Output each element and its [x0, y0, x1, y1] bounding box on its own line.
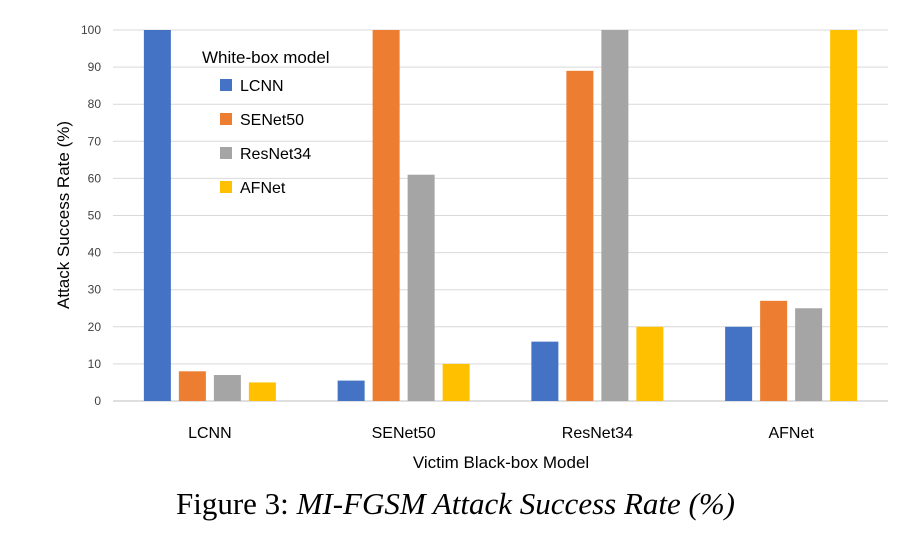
y-tick-label: 90 — [88, 60, 102, 74]
bar-lcnn-senet50 — [337, 380, 365, 401]
bar-senet50-afnet — [760, 300, 788, 401]
legend-label-afnet: AFNet — [240, 180, 286, 197]
bars — [143, 30, 858, 401]
caption-prefix: Figure 3: — [176, 486, 289, 521]
y-tick-label: 70 — [88, 134, 102, 148]
legend-label-lcnn: LCNN — [240, 78, 284, 95]
bar-afnet-senet50 — [442, 363, 470, 401]
y-tick-label: 10 — [88, 357, 102, 371]
y-axis-title: Attack Success Rate (%) — [54, 121, 73, 309]
y-tick-label: 30 — [88, 283, 102, 297]
bar-chart: 0 10 20 30 40 50 60 70 80 90 100 LCNN SENet50 ResNet… — [54, 23, 888, 472]
bar-senet50-resnet34 — [566, 70, 594, 401]
chart-container: 0 10 20 30 40 50 60 70 80 90 100 LCNN SENet50 ResNet… — [54, 23, 888, 472]
bar-afnet-resnet34 — [636, 326, 664, 401]
legend-swatch-resnet34 — [220, 147, 232, 159]
x-category-label: SENet50 — [372, 425, 436, 442]
legend-label-resnet34: ResNet34 — [240, 146, 311, 163]
x-category-labels: LCNN SENet50 ResNet34 AFNet — [188, 425, 814, 442]
y-tick-label: 100 — [81, 23, 101, 37]
bar-resnet34-afnet — [795, 308, 823, 401]
bar-afnet-afnet — [830, 30, 858, 401]
y-tick-labels: 0 10 20 30 40 50 60 70 80 90 100 — [81, 23, 101, 408]
legend-title: White-box model — [202, 48, 330, 67]
y-tick-label: 50 — [88, 209, 102, 223]
bar-senet50-lcnn — [178, 371, 206, 401]
y-tick-label: 80 — [88, 97, 102, 111]
bar-senet50-senet50 — [372, 30, 400, 401]
bar-lcnn-lcnn — [143, 30, 171, 401]
x-category-label: ResNet34 — [562, 425, 633, 442]
bar-resnet34-senet50 — [407, 174, 435, 401]
bar-resnet34-resnet34 — [601, 30, 629, 401]
y-tick-label: 20 — [88, 320, 102, 334]
legend-label-senet50: SENet50 — [240, 112, 304, 129]
legend-swatch-lcnn — [220, 79, 232, 91]
x-category-label: AFNet — [768, 425, 814, 442]
legend: White-box model LCNN SENet50 ResNet34 AFNet — [202, 48, 330, 197]
bar-lcnn-afnet — [725, 326, 753, 401]
x-axis-title: Victim Black-box Model — [413, 453, 589, 472]
y-tick-label: 60 — [88, 171, 102, 185]
caption-text: MI-FGSM Attack Success Rate (%) — [296, 486, 735, 521]
y-tick-label: 40 — [88, 246, 102, 260]
legend-swatch-senet50 — [220, 113, 232, 125]
figure-caption: Figure 3: MI-FGSM Attack Success Rate (%… — [0, 486, 911, 522]
bar-lcnn-resnet34 — [531, 341, 559, 401]
gridlines — [113, 29, 888, 402]
legend-swatch-afnet — [220, 181, 232, 193]
y-tick-label: 0 — [94, 394, 101, 408]
x-category-label: LCNN — [188, 425, 232, 442]
bar-resnet34-lcnn — [213, 375, 241, 401]
bar-afnet-lcnn — [248, 382, 276, 401]
